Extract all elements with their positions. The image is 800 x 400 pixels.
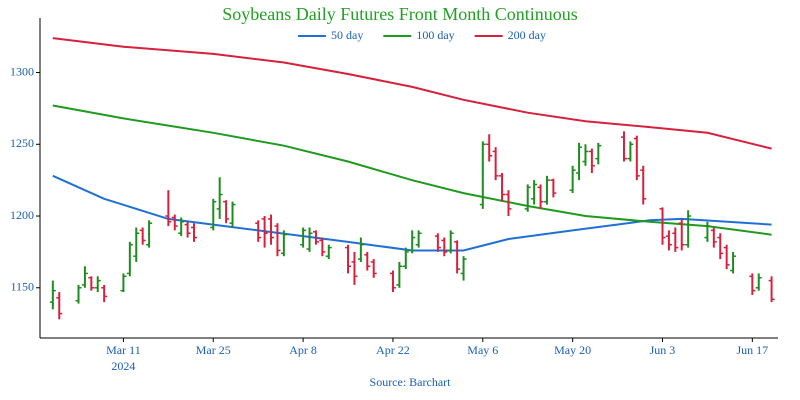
legend-label: 100 day bbox=[416, 28, 454, 42]
legend-label: 200 day bbox=[508, 28, 546, 42]
moving-average-line bbox=[52, 37, 772, 150]
x-year-label: 2024 bbox=[111, 359, 135, 373]
x-tick-label: Jun 3 bbox=[650, 343, 676, 357]
x-tick-label: May 20 bbox=[554, 343, 591, 357]
x-tick-label: Apr 8 bbox=[289, 343, 317, 357]
y-tick-label: 1250 bbox=[10, 136, 34, 150]
legend-label: 50 day bbox=[331, 28, 363, 42]
moving-average-line bbox=[52, 104, 772, 236]
x-tick-label: Mar 11 bbox=[106, 343, 141, 357]
source-note: Source: Barchart bbox=[370, 375, 452, 389]
x-tick-label: May 6 bbox=[467, 343, 498, 357]
y-tick-label: 1200 bbox=[10, 208, 34, 222]
x-tick-label: Mar 25 bbox=[196, 343, 231, 357]
x-tick-label: Jun 17 bbox=[736, 343, 768, 357]
chart-title: Soybeans Daily Futures Front Month Conti… bbox=[222, 4, 578, 24]
y-tick-label: 1300 bbox=[10, 64, 34, 78]
y-tick-label: 1150 bbox=[10, 280, 34, 294]
x-tick-label: Apr 22 bbox=[376, 343, 410, 357]
